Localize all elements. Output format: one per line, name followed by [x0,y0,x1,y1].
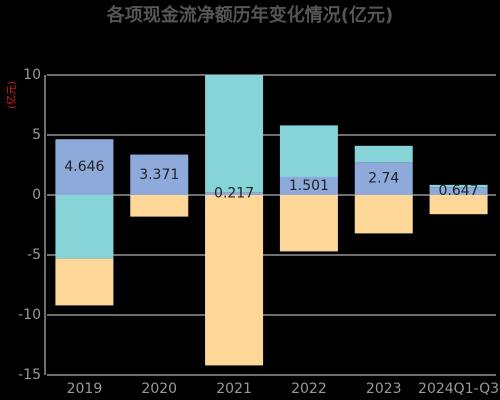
bar-segment [429,184,488,188]
bar-segment [279,176,338,195]
y-tick-label: 5 [32,127,41,143]
bar-segment [429,187,488,195]
bar-segment [205,74,264,193]
bar-segment [354,162,413,195]
x-tick-label: 2023 [366,381,402,397]
bar-segment [279,195,338,252]
bar-segment [130,154,189,195]
data-label: 3.371 [139,167,179,183]
x-tick-label: 2022 [291,381,327,397]
x-tick-label: 2019 [67,381,103,397]
y-tick-label: 0 [32,187,41,203]
data-label: 0.647 [439,183,479,199]
bar-segment [279,125,338,177]
bar-segment [55,258,114,306]
bar-segment [354,195,413,234]
bar-segment [354,145,413,163]
y-tick-label: -5 [27,247,41,263]
chart-title: 各项现金流净额历年变化情况(亿元) [106,4,393,26]
y-axis-label: (亿元) [5,81,18,109]
bar-segment [205,192,264,195]
bar-segment [55,139,114,195]
bar-segment [429,195,488,215]
x-tick-label: 2024Q1-Q3 [418,381,499,397]
bar-segment [205,195,264,366]
bar-segment [55,195,114,259]
data-label: 1.501 [289,178,329,194]
data-label: 4.646 [64,159,104,175]
x-tick-label: 2020 [141,381,177,397]
data-label: 2.74 [368,171,399,187]
y-tick-label: -10 [18,307,41,323]
x-tick-label: 2021 [216,381,252,397]
y-tick-label: 10 [23,67,41,83]
y-tick-label: -15 [18,367,41,383]
data-label: 0.217 [214,186,254,202]
bar-segment [130,195,189,217]
